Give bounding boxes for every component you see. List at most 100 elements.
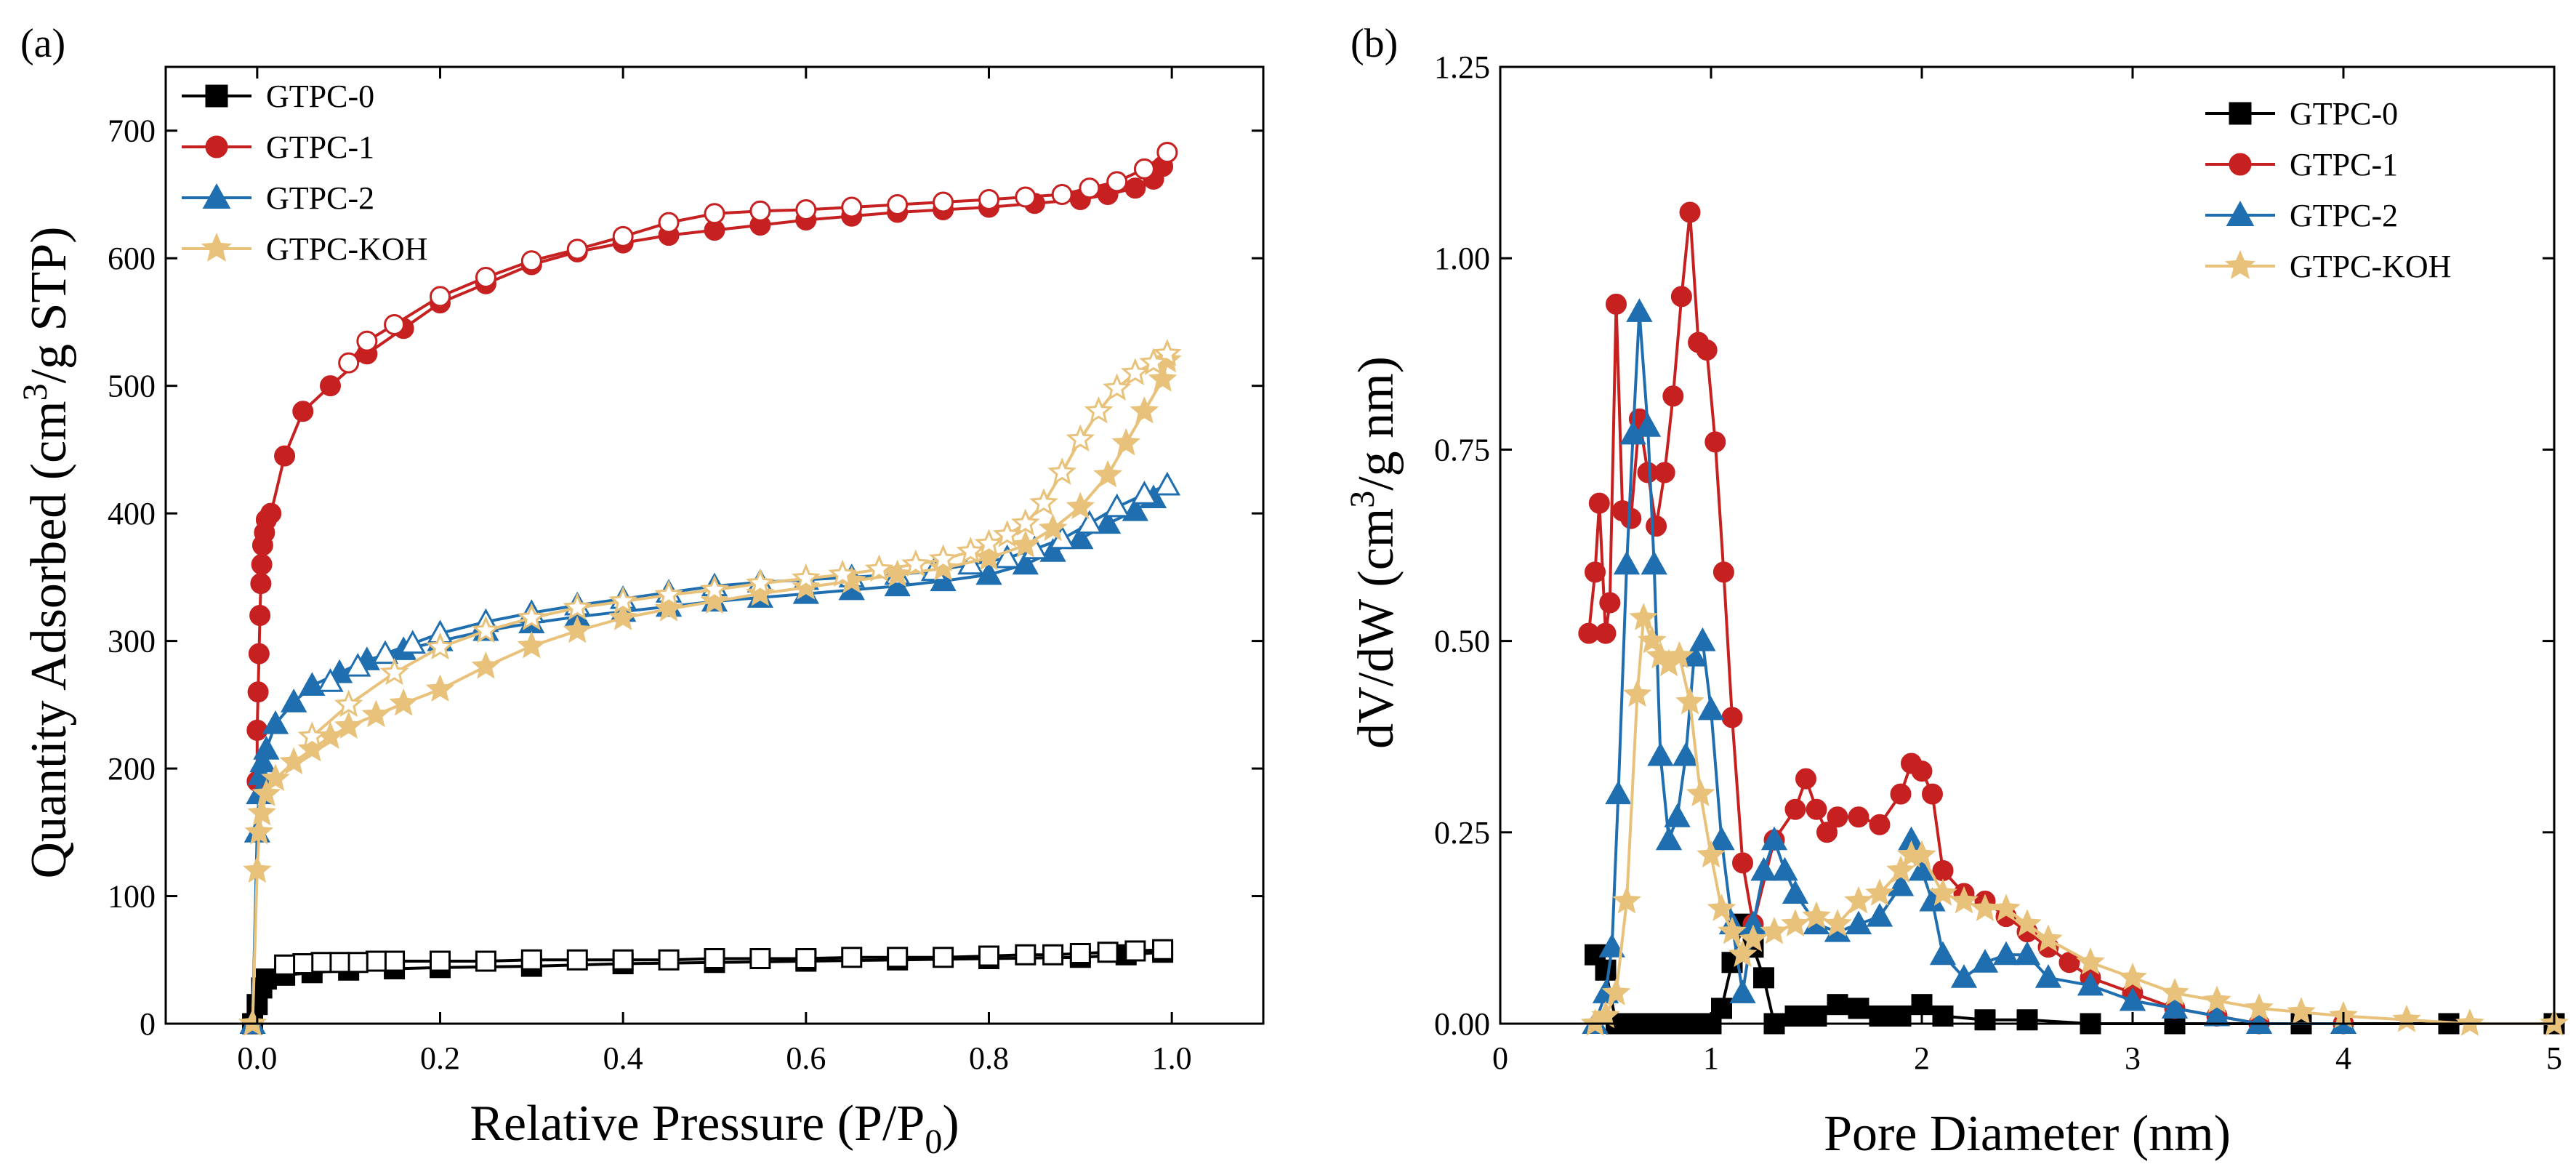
panel-b-series-gtpc-1-distribution-point bbox=[1827, 806, 1848, 828]
panel-a-series-gtpc-0-desorption-point bbox=[749, 948, 771, 970]
panel-a-series-gtpc-2-desorption-point bbox=[371, 640, 399, 665]
panel-b-series-gtpc-koh-distribution-point bbox=[1865, 878, 1894, 906]
panel-b-series-gtpc-0-distribution-point bbox=[1932, 1005, 1954, 1027]
panel-a-series-gtpc-1-desorption-point bbox=[1106, 171, 1128, 193]
panel-a-x-tick-label: 0.8 bbox=[969, 1040, 1009, 1076]
panel-a-legend-swatch-marker bbox=[201, 232, 233, 262]
panel-a-y-tick-label: 0 bbox=[140, 1006, 156, 1042]
panel-a-series-gtpc-0 bbox=[242, 939, 1174, 1035]
panel-b-y-tick-label: 0.50 bbox=[1434, 624, 1490, 659]
panel-b-series-gtpc-1 bbox=[1578, 201, 2354, 1035]
panel-b-series bbox=[1578, 201, 2569, 1036]
panel-a: (a) 0.0 0.2 0.4 0.6 0.8 1.0 0 100 200 300 400 500 60… bbox=[16, 21, 1265, 1161]
panel-a-series-gtpc-2-desorption-point bbox=[345, 653, 371, 677]
panel-a-series-gtpc-1-desorption-point bbox=[749, 200, 771, 222]
panel-a-series-gtpc-1-desorption-point bbox=[1079, 177, 1100, 199]
panel-a-series-gtpc-koh-adsorption-point bbox=[1038, 513, 1068, 542]
panel-a-series-gtpc-0-desorption-point bbox=[520, 949, 542, 971]
panel-a-series-gtpc-0-desorption-point bbox=[329, 952, 350, 974]
panel-b-legend-item-gtpc-2: GTPC-2 bbox=[2205, 198, 2398, 233]
panel-b-series-gtpc-1-distribution-point bbox=[1890, 783, 1912, 805]
panel-b-legend-item-gtpc-koh: GTPC-KOH bbox=[2205, 249, 2451, 284]
panel-b-legend-swatch-marker bbox=[2229, 102, 2252, 125]
panel-b-series-gtpc-2-distribution-point bbox=[1729, 979, 1756, 1003]
panel-b-series-gtpc-koh-distribution-point bbox=[2076, 947, 2105, 975]
panel-a-legend-item-gtpc-koh: GTPC-KOH bbox=[182, 231, 427, 267]
panel-b-series-gtpc-2-distribution-point bbox=[1708, 826, 1735, 851]
panel-a-x-tick-label: 1.0 bbox=[1152, 1040, 1192, 1076]
panel-b-series-gtpc-1-distribution-point bbox=[1662, 385, 1684, 407]
panel-a-series-gtpc-1-adsorption-point bbox=[292, 401, 314, 422]
panel-b-series-gtpc-1-distribution-point bbox=[1620, 507, 1642, 529]
panel-b-series-gtpc-1-distribution-point bbox=[1869, 814, 1891, 835]
panel-a-series-gtpc-0-desorption-point bbox=[887, 947, 909, 968]
panel-a-y-axis-title: Quantity Adsorbed (cm3/g STP) bbox=[16, 227, 77, 879]
panel-b-series-gtpc-1-distribution-point bbox=[1721, 707, 1743, 729]
panel-b-series-gtpc-2-distribution-point bbox=[1845, 910, 1872, 935]
panel-a-series-gtpc-0-desorption-point bbox=[658, 949, 680, 971]
panel-b-series-gtpc-koh-distribution-point bbox=[1886, 855, 1915, 883]
panel-b-series-gtpc-2-distribution-point bbox=[1771, 856, 1798, 881]
panel-b-ticks: 0 1 2 3 4 5 0.00 0.25 0.50 0.75 1.00 1.25 bbox=[1434, 49, 2562, 1076]
panel-a-series-gtpc-koh-desorption-point bbox=[828, 559, 857, 587]
panel-a-ticks: 0.0 0.2 0.4 0.6 0.8 1.0 0 100 200 300 400 500 600 700 bbox=[108, 67, 1263, 1076]
panel-a-series-gtpc-koh-adsorption-point bbox=[700, 586, 729, 614]
panel-a-series-gtpc-koh-desorption-point bbox=[334, 689, 363, 718]
panel-b-series-gtpc-0-distribution-point bbox=[1848, 998, 1869, 1019]
panel-a-legend-item-gtpc-0: GTPC-0 bbox=[182, 79, 374, 114]
panel-b-legend-swatch-marker bbox=[2229, 153, 2252, 176]
panel-b-series-gtpc-2-distribution-point bbox=[1950, 964, 1978, 988]
panel-a-series-gtpc-0-desorption-point bbox=[274, 954, 296, 976]
panel-a-legend-label: GTPC-1 bbox=[266, 129, 374, 165]
panel-a-series-gtpc-0-desorption-point bbox=[347, 952, 369, 974]
panel-b-series-gtpc-1-distribution-point bbox=[1816, 822, 1838, 843]
panel-b-series-gtpc-1-distribution-point bbox=[1932, 859, 1954, 881]
panel-b-series-gtpc-0-distribution-point bbox=[1911, 994, 1933, 1016]
panel-b-series-gtpc-0-distribution-point bbox=[1890, 1005, 1912, 1027]
panel-b-series-gtpc-0-distribution-point bbox=[1974, 1009, 1996, 1031]
panel-b-series-gtpc-2-distribution-point bbox=[1750, 856, 1777, 881]
panel-b-series-gtpc-koh-distribution-point bbox=[1686, 779, 1715, 806]
panel-a-series-gtpc-koh-adsorption-point bbox=[1130, 396, 1159, 424]
panel-a-series-gtpc-koh-adsorption-point bbox=[1093, 459, 1122, 488]
panel-a-series-gtpc-koh-adsorption-point bbox=[471, 651, 501, 679]
panel-b-series-gtpc-2-distribution-point bbox=[2203, 1002, 2231, 1027]
panel-a-x-axis-title-sub: 0 bbox=[925, 1123, 942, 1161]
panel-b-series-gtpc-1-distribution-point bbox=[1654, 462, 1675, 483]
panel-a-y-tick-label: 100 bbox=[108, 879, 156, 915]
panel-b-series-gtpc-2-distribution-point bbox=[1641, 550, 1667, 575]
panel-b-series-gtpc-koh-distribution-point bbox=[2034, 924, 2063, 952]
panel-a-legend-label: GTPC-0 bbox=[266, 79, 374, 114]
panel-b-series-gtpc-koh-distribution-point bbox=[1622, 679, 1652, 707]
panel-b-series-gtpc-2-distribution-point bbox=[1697, 696, 1725, 721]
panel-a-series-gtpc-koh bbox=[238, 338, 1182, 1036]
panel-a-series-gtpc-0-desorption-point bbox=[612, 949, 634, 971]
panel-a-y-tick-label: 600 bbox=[108, 241, 156, 276]
panel-a-series-gtpc-1-desorption-point bbox=[1156, 142, 1178, 164]
panel-a-series-gtpc-2-adsorption-point bbox=[1067, 525, 1094, 550]
panel-b-series-gtpc-koh-distribution-point bbox=[1612, 886, 1641, 914]
panel-b-series-gtpc-2-distribution-point bbox=[1626, 298, 1653, 322]
panel-b-y-axis-title: dV/dW (cm3/g nm) bbox=[1343, 356, 1404, 749]
panel-b-series-gtpc-2-distribution-point bbox=[1634, 413, 1662, 437]
panel-a-series-gtpc-koh-desorption-point bbox=[297, 721, 327, 750]
panel-b-series-gtpc-2-distribution-point bbox=[1664, 803, 1691, 827]
panel-b-series-gtpc-1-distribution-point bbox=[1704, 431, 1726, 453]
panel-b-series-gtpc-koh-distribution-point bbox=[1696, 840, 1726, 868]
panel-a-series-gtpc-koh-adsorption-point bbox=[244, 816, 274, 845]
panel-b-y-tick-label: 1.00 bbox=[1434, 241, 1490, 276]
panel-a-series-gtpc-1-desorption-point bbox=[475, 267, 496, 289]
panel-a-x-axis-title-end: ) bbox=[942, 1096, 959, 1152]
panel-b-legend-swatch-marker bbox=[2224, 249, 2256, 279]
panel-a-series-gtpc-0-desorption-point bbox=[310, 952, 332, 974]
panel-a-series-gtpc-0-desorption-point bbox=[1097, 942, 1119, 963]
panel-b-series-gtpc-1-distribution-point bbox=[1911, 760, 1933, 782]
panel-b-series-gtpc-1-distribution-point bbox=[1795, 768, 1816, 790]
panel-b-x-tick-label: 0 bbox=[1492, 1040, 1508, 1076]
panel-b-series-gtpc-2-distribution-point bbox=[1673, 742, 1699, 766]
panel-a-series-gtpc-0-adsorption-point bbox=[255, 968, 277, 990]
panel-a-series-gtpc-0-desorption-point bbox=[475, 950, 496, 972]
panel-b-series-gtpc-2-distribution-point bbox=[2077, 971, 2104, 996]
panel-b-series-gtpc-2-distribution-point bbox=[2119, 987, 2146, 1011]
